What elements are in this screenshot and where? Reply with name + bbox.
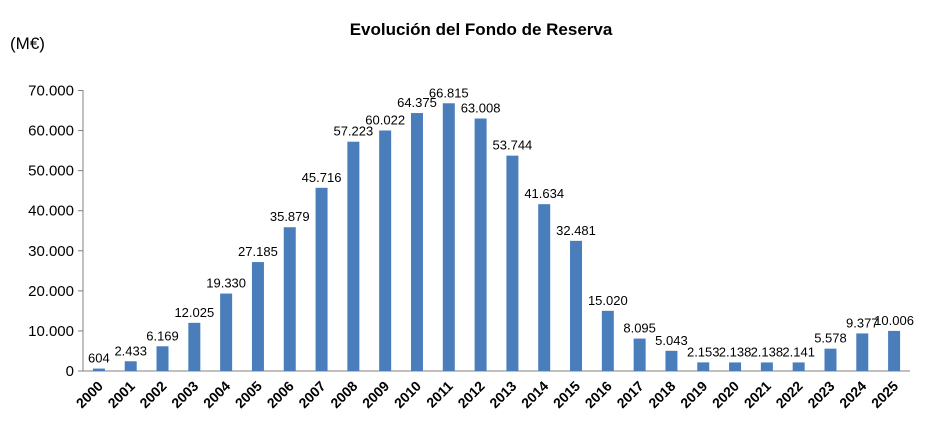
x-axis-ticks: 2000200120022003200420052006200720082009…	[73, 378, 902, 411]
bar-2006	[283, 227, 296, 371]
y-tick-label: 60.000	[28, 123, 74, 140]
x-tick-label: 2015	[550, 378, 583, 411]
bar-2017	[633, 338, 646, 371]
data-label-2002: 6.169	[146, 328, 179, 343]
data-label-2016: 15.020	[588, 293, 628, 308]
x-tick-label: 2008	[327, 378, 360, 411]
x-tick-label: 2005	[232, 378, 265, 411]
bar-2018	[665, 350, 678, 371]
x-tick-label: 2011	[423, 378, 456, 411]
x-tick-label: 2025	[868, 378, 901, 411]
data-label-2011: 66.815	[429, 85, 469, 100]
unit-label: (M€)	[10, 34, 45, 53]
bar-2007	[315, 187, 328, 371]
bar-2016	[601, 310, 614, 371]
y-tick-label: 30.000	[28, 243, 74, 260]
bar-2014	[538, 204, 551, 371]
data-label-2010: 64.375	[397, 95, 437, 110]
x-tick-label: 2007	[295, 378, 328, 411]
x-tick-label: 2001	[104, 378, 137, 411]
bar-2019	[697, 362, 710, 371]
x-tick-label: 2012	[454, 378, 487, 411]
x-tick-label: 2000	[73, 378, 106, 411]
bar-2012	[474, 118, 487, 371]
y-tick-label: 40.000	[28, 203, 74, 220]
chart-title: Evolución del Fondo de Reserva	[350, 20, 613, 39]
data-label-2023: 5.578	[814, 331, 847, 346]
bar-2008	[347, 141, 360, 371]
bar-2010	[410, 113, 423, 372]
bar-2002	[156, 346, 169, 371]
data-label-2018: 5.043	[655, 333, 688, 348]
y-tick-label: 0	[66, 363, 74, 380]
x-tick-label: 2019	[677, 378, 710, 411]
data-label-2009: 60.022	[365, 112, 405, 127]
x-tick-label: 2002	[136, 378, 169, 411]
bar-2005	[251, 262, 264, 371]
bar-2021	[760, 362, 773, 371]
data-label-2005: 27.185	[238, 244, 278, 259]
data-label-2017: 8.095	[623, 321, 656, 336]
x-tick-label: 2016	[582, 378, 615, 411]
x-tick-label: 2009	[359, 378, 392, 411]
data-label-2006: 35.879	[270, 209, 310, 224]
data-label-2007: 45.716	[302, 170, 342, 185]
bar-2025	[888, 330, 901, 371]
x-tick-label: 2003	[168, 378, 201, 411]
x-tick-label: 2004	[200, 378, 233, 411]
data-label-2003: 12.025	[174, 305, 214, 320]
y-tick-label: 50.000	[28, 163, 74, 180]
bar-2001	[124, 361, 137, 371]
x-tick-label: 2014	[518, 378, 551, 411]
x-tick-label: 2021	[741, 378, 774, 411]
data-label-2024: 9.377	[846, 315, 879, 330]
bar-2003	[188, 322, 201, 371]
x-tick-label: 2024	[836, 378, 869, 411]
data-label-2021: 2.138	[751, 344, 784, 359]
x-tick-label: 2017	[613, 378, 646, 411]
bar-2009	[379, 130, 392, 371]
bar-2011	[442, 103, 455, 371]
bar-2020	[729, 362, 742, 371]
x-tick-label: 2018	[645, 378, 678, 411]
y-tick-label: 20.000	[28, 283, 74, 300]
x-tick-label: 2006	[264, 378, 297, 411]
data-label-2020: 2.138	[719, 344, 752, 359]
data-label-2014: 41.634	[524, 186, 564, 201]
bars	[92, 103, 901, 372]
data-label-2019: 2.153	[687, 344, 720, 359]
data-label-2004: 19.330	[206, 276, 246, 291]
bar-2004	[220, 293, 233, 371]
data-label-2025: 10.006	[874, 313, 914, 328]
bar-2022	[792, 362, 805, 371]
y-axis-ticks: 0 10.000 20.000 30.000 40.000 50.000 60.000 70.…	[28, 83, 83, 380]
bar-2015	[570, 240, 583, 371]
bar-2024	[856, 333, 869, 371]
data-label-2022: 2.141	[782, 344, 815, 359]
x-tick-label: 2022	[772, 378, 805, 411]
x-tick-label: 2020	[709, 378, 742, 411]
data-label-2012: 63.008	[461, 101, 501, 116]
y-tick-label: 70.000	[28, 83, 74, 100]
x-tick-label: 2013	[486, 378, 519, 411]
y-tick-label: 10.000	[28, 323, 74, 340]
x-tick-label: 2010	[391, 378, 424, 411]
bar-2023	[824, 348, 837, 371]
data-label-2008: 57.223	[333, 124, 373, 139]
data-label-2013: 53.744	[493, 138, 533, 153]
bar-2000	[92, 368, 105, 371]
x-tick-label: 2023	[804, 378, 837, 411]
data-label-2015: 32.481	[556, 223, 596, 238]
bar-2013	[506, 155, 519, 371]
data-label-2000: 604	[88, 351, 110, 366]
data-label-2001: 2.433	[114, 343, 147, 358]
